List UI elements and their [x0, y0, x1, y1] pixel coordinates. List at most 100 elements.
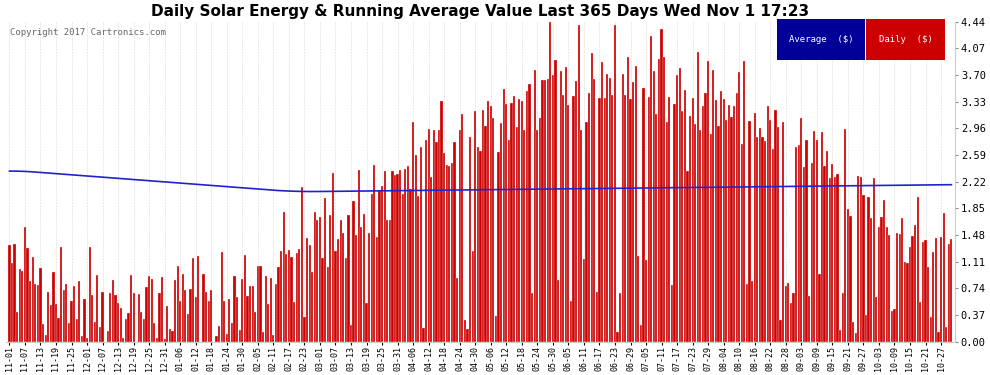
- Bar: [702, 106, 704, 342]
- Bar: [332, 173, 334, 342]
- Bar: [567, 105, 569, 342]
- Bar: [832, 164, 834, 342]
- Bar: [912, 236, 914, 342]
- Bar: [865, 315, 867, 342]
- Bar: [619, 294, 622, 342]
- Bar: [438, 130, 441, 342]
- Bar: [906, 262, 909, 342]
- Bar: [593, 79, 595, 342]
- Text: Copyright 2017 Cartronics.com: Copyright 2017 Cartronics.com: [10, 28, 166, 37]
- Bar: [893, 309, 896, 342]
- Bar: [625, 95, 627, 342]
- Bar: [500, 123, 502, 342]
- Bar: [819, 274, 821, 342]
- Bar: [880, 217, 883, 342]
- Bar: [914, 225, 917, 342]
- Bar: [630, 99, 632, 342]
- Bar: [62, 291, 65, 342]
- Bar: [78, 281, 80, 342]
- Bar: [632, 82, 635, 342]
- Bar: [655, 114, 657, 342]
- Bar: [867, 197, 869, 342]
- Bar: [184, 290, 186, 342]
- Bar: [676, 75, 678, 342]
- Bar: [322, 258, 324, 342]
- Bar: [575, 81, 577, 342]
- Bar: [155, 338, 158, 342]
- Bar: [248, 286, 251, 342]
- Bar: [54, 304, 57, 342]
- Bar: [526, 91, 528, 342]
- Bar: [689, 116, 691, 342]
- Bar: [179, 302, 181, 342]
- Bar: [849, 216, 851, 342]
- Bar: [940, 237, 942, 342]
- Bar: [150, 279, 152, 342]
- Bar: [844, 129, 846, 342]
- Bar: [14, 244, 16, 342]
- Bar: [352, 201, 354, 342]
- Bar: [764, 141, 766, 342]
- Bar: [663, 57, 665, 342]
- Bar: [396, 174, 399, 342]
- Bar: [577, 25, 580, 342]
- Bar: [505, 104, 508, 342]
- Bar: [652, 71, 655, 342]
- Bar: [920, 302, 922, 342]
- Bar: [846, 209, 849, 342]
- Bar: [410, 189, 412, 342]
- Bar: [102, 292, 104, 342]
- Bar: [739, 72, 741, 342]
- Bar: [529, 84, 531, 342]
- Bar: [402, 194, 404, 342]
- Bar: [277, 267, 279, 342]
- Bar: [117, 303, 119, 342]
- Bar: [745, 284, 748, 342]
- Bar: [337, 238, 340, 342]
- Bar: [247, 296, 248, 342]
- Bar: [298, 249, 300, 342]
- Bar: [673, 104, 675, 342]
- FancyBboxPatch shape: [777, 18, 865, 60]
- Bar: [32, 257, 34, 342]
- Bar: [267, 304, 269, 342]
- Bar: [197, 256, 199, 342]
- Bar: [938, 332, 940, 342]
- Bar: [107, 332, 109, 342]
- Bar: [826, 151, 829, 342]
- Bar: [554, 60, 556, 342]
- Bar: [57, 318, 59, 342]
- Bar: [728, 105, 730, 342]
- Bar: [168, 329, 171, 342]
- Bar: [658, 59, 660, 342]
- Bar: [340, 220, 342, 342]
- Bar: [627, 57, 629, 342]
- Bar: [601, 62, 603, 342]
- Bar: [925, 240, 927, 342]
- Bar: [839, 330, 842, 342]
- Bar: [208, 301, 210, 342]
- Bar: [48, 292, 50, 342]
- Bar: [226, 334, 228, 342]
- Bar: [444, 153, 446, 342]
- Bar: [368, 233, 370, 342]
- Bar: [870, 218, 872, 342]
- Bar: [376, 237, 378, 342]
- Bar: [229, 299, 231, 342]
- Bar: [534, 70, 536, 342]
- Bar: [521, 100, 523, 342]
- Bar: [862, 195, 864, 342]
- Bar: [373, 165, 375, 342]
- Bar: [798, 145, 800, 342]
- Bar: [324, 198, 327, 342]
- Bar: [349, 325, 352, 342]
- Bar: [643, 88, 644, 342]
- Bar: [718, 126, 720, 342]
- Bar: [19, 269, 21, 342]
- Bar: [792, 293, 795, 342]
- Bar: [909, 247, 911, 342]
- Bar: [282, 212, 285, 342]
- Bar: [694, 123, 696, 342]
- Bar: [756, 137, 758, 342]
- Bar: [73, 286, 75, 342]
